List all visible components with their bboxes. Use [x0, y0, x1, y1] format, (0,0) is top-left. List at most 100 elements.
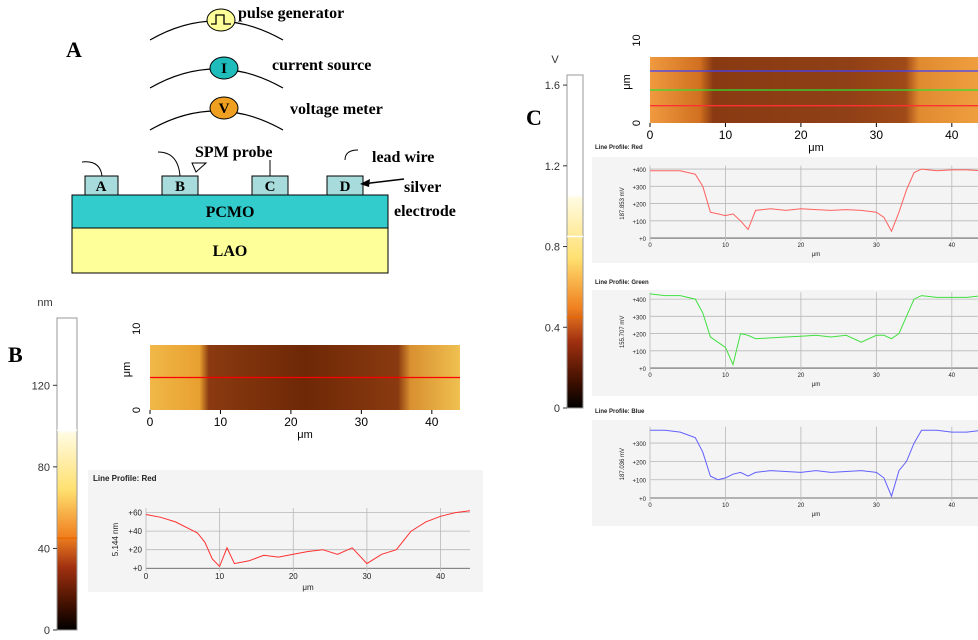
- x-axis-label: μm: [812, 512, 820, 518]
- y-tick-label: 10: [131, 323, 143, 335]
- x-tick-label: 20: [289, 572, 298, 581]
- tick-label: 1.2: [545, 161, 560, 173]
- y-tick-label: +100: [632, 479, 646, 485]
- x-tick-label: 0: [144, 572, 149, 581]
- pulse-symbol: [211, 14, 231, 25]
- x-tick-label: 20: [798, 503, 805, 509]
- y-tick-label: +200: [632, 460, 646, 466]
- x-tick-label: 40: [948, 373, 955, 379]
- y-axis-label: 155.707 mV: [620, 316, 626, 348]
- y-axis-label: 187.036 mV: [620, 448, 626, 480]
- plot-background: [592, 420, 978, 526]
- electrode-label: B: [175, 179, 185, 195]
- pulse-generator-icon: [206, 8, 236, 32]
- y-tick-label: +200: [632, 333, 646, 339]
- x-tick-label: 0: [147, 415, 154, 429]
- y-tick-label: +60: [128, 509, 142, 518]
- x-axis-label: μm: [812, 252, 820, 258]
- y-tick-label: +300: [632, 315, 646, 321]
- colorbar: [56, 317, 78, 631]
- chart-title: Line Profile: Blue: [595, 409, 645, 415]
- x-tick-label: 0: [648, 373, 652, 379]
- x-axis-label: μm: [297, 429, 313, 441]
- colorbar-unit: nm: [37, 297, 52, 309]
- pcmo-layer: [71, 194, 389, 229]
- colorbar: [566, 74, 584, 409]
- y-tick-label: +100: [632, 220, 646, 226]
- y-tick-label: 0: [631, 120, 643, 126]
- tick-label: 0: [554, 403, 560, 415]
- tick-label: 0: [44, 625, 50, 637]
- electrode-note: electrode: [394, 203, 456, 220]
- y-tick-label: +40: [128, 527, 142, 536]
- layer-label: LAO: [213, 243, 248, 260]
- y-tick-label: +0: [133, 564, 143, 573]
- plot-background: [592, 290, 978, 396]
- instrument-symbol: I: [221, 61, 227, 77]
- x-tick-label: 40: [436, 572, 445, 581]
- x-tick-label: 10: [215, 572, 224, 581]
- electrode-note: silver: [404, 179, 441, 196]
- instrument-label: pulse generator: [238, 5, 344, 22]
- instrument-symbol: V: [219, 101, 230, 117]
- y-tick-label: 0: [131, 407, 143, 413]
- tick-label: 40: [38, 543, 50, 555]
- y-tick-label: +200: [632, 203, 646, 209]
- chart-title: Line Profile: Green: [595, 280, 649, 286]
- x-tick-label: 10: [722, 503, 729, 509]
- y-tick-label: +400: [632, 298, 646, 304]
- current-source-icon: [209, 56, 239, 80]
- chart-title: Line Profile: Red: [595, 145, 643, 151]
- electrode: [326, 175, 364, 196]
- x-tick-label: 10: [214, 415, 228, 429]
- tick-label: 1.6: [545, 80, 560, 92]
- y-axis-label: 5.144 nm: [111, 522, 120, 556]
- y-tick-label: +0: [639, 367, 647, 373]
- profile-curve: [650, 429, 978, 498]
- electrode: [84, 175, 119, 196]
- x-axis-label: μm: [302, 583, 314, 592]
- probe-label: SPM probe: [195, 144, 272, 161]
- x-tick-label: 0: [647, 128, 654, 142]
- x-tick-label: 10: [722, 373, 729, 379]
- lead-wire: [81, 149, 359, 177]
- electrode: [161, 175, 199, 196]
- x-tick-label: 20: [284, 415, 298, 429]
- electrode-label: A: [96, 179, 107, 195]
- x-tick-label: 10: [722, 243, 729, 249]
- x-tick-label: 30: [355, 415, 369, 429]
- y-tick-label: 10: [631, 34, 643, 46]
- probe-tip: [191, 162, 208, 173]
- layer-label: PCMO: [206, 204, 255, 221]
- y-tick-label: +0: [639, 497, 647, 503]
- chart-title: Line Profile: Red: [93, 474, 157, 483]
- y-tick-label: +400: [632, 168, 646, 174]
- x-tick-label: 40: [945, 128, 959, 142]
- colorbar-unit: V: [551, 54, 559, 66]
- x-tick-label: 20: [798, 243, 805, 249]
- instrument-label: current source: [272, 57, 371, 74]
- tick-label: 0.4: [545, 322, 560, 334]
- x-tick-label: 30: [873, 243, 880, 249]
- x-tick-label: 0: [648, 503, 652, 509]
- arrow-head: [360, 179, 370, 187]
- y-axis-label: μm: [621, 74, 633, 90]
- profile-curve: [650, 168, 978, 233]
- electrode-label: C: [265, 179, 276, 195]
- panel-label: B: [8, 342, 23, 367]
- x-tick-label: 30: [870, 128, 884, 142]
- tick-label: 120: [32, 380, 50, 392]
- profile-curve: [649, 293, 978, 367]
- x-tick-label: 0: [648, 243, 652, 249]
- diagram: I V pulse generator current source volta…: [71, 5, 456, 274]
- x-tick-label: 20: [798, 373, 805, 379]
- voltage-meter-icon: [209, 96, 239, 120]
- y-tick-label: +0: [639, 237, 647, 243]
- y-axis-label: 187.853 mV: [620, 187, 626, 219]
- x-tick-label: 10: [719, 128, 733, 142]
- x-tick-label: 40: [948, 243, 955, 249]
- panel-label: A: [66, 37, 82, 62]
- y-tick-label: +300: [632, 442, 646, 448]
